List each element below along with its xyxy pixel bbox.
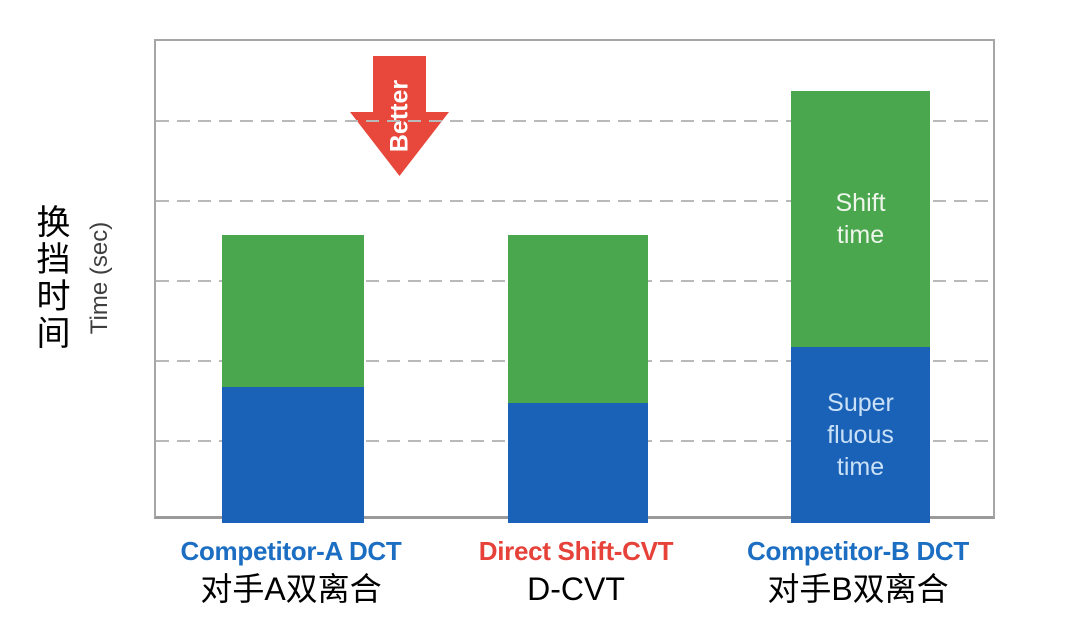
bar-direct-shift-cvt	[508, 235, 648, 523]
x-label-english: Competitor-B DCT	[747, 536, 969, 566]
segment-label: Super fluous time	[827, 389, 894, 481]
y-axis-label-english: Time (sec)	[86, 221, 113, 335]
segment-super-fluous-time: Super fluous time	[791, 347, 930, 523]
segment-super-fluous-time	[222, 387, 364, 523]
segment-label: Shift time	[835, 189, 886, 249]
gridline	[156, 200, 993, 202]
y-axis-label-chinese: 换挡时间	[31, 204, 69, 352]
better-arrow-shape	[350, 56, 449, 176]
segment-shift-time	[508, 235, 648, 403]
segment-super-fluous-time	[508, 403, 648, 523]
better-arrow-label: Better	[386, 80, 414, 153]
bar-competitor-a-dct	[222, 235, 364, 523]
bar-competitor-b-dct: Shift time Super fluous time	[791, 91, 930, 523]
better-arrow-icon: Better	[350, 56, 449, 176]
x-label-english: Competitor-A DCT	[180, 536, 402, 566]
x-label-competitor-a-dct: Competitor-A DCT 对手A双离合	[181, 536, 402, 608]
x-label-english: Direct Shift-CVT	[478, 536, 674, 566]
x-label-chinese: 对手A双离合	[200, 571, 382, 607]
plot-area: Better Shift time Super fluous time	[154, 39, 995, 523]
gridline	[156, 120, 993, 122]
x-label-competitor-b-dct: Competitor-B DCT 对手B双离合	[747, 536, 969, 608]
segment-shift-time: Shift time	[791, 91, 930, 347]
x-label-chinese: D-CVT	[527, 571, 625, 607]
x-label-direct-shift-cvt: Direct Shift-CVT D-CVT	[479, 536, 674, 608]
x-label-chinese: 对手B双离合	[767, 571, 949, 607]
segment-shift-time	[222, 235, 364, 387]
